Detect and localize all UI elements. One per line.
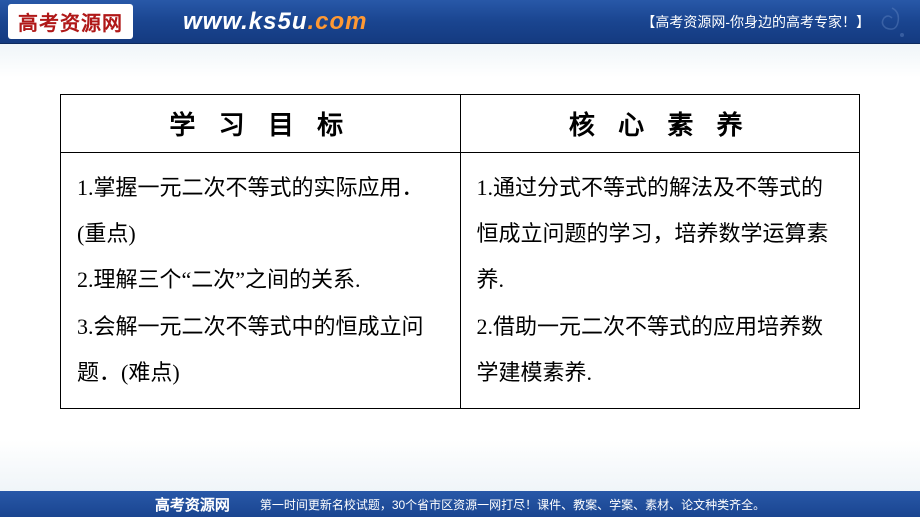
bottom-banner: 高考资源网 第一时间更新名校试题，30个省市区资源一网打尽！课件、教案、学案、素… [0, 491, 920, 517]
logo-box: 高考资源网 [8, 4, 133, 39]
url-suffix: .com [307, 8, 367, 35]
header-left: 学 习 目 标 [61, 95, 461, 153]
table-header-row: 学 习 目 标 核 心 素 养 [61, 95, 860, 153]
learning-table: 学 习 目 标 核 心 素 养 1.掌握一元二次不等式的实际应用．(重点) 2.… [60, 94, 860, 409]
cell-competencies: 1.通过分式不等式的解法及不等式的恒成立问题的学习，培养数学运算素养. 2.借助… [460, 153, 860, 409]
cell-objectives: 1.掌握一元二次不等式的实际应用．(重点) 2.理解三个“二次”之间的关系. 3… [61, 153, 461, 409]
table-row: 1.掌握一元二次不等式的实际应用．(重点) 2.理解三个“二次”之间的关系. 3… [61, 153, 860, 409]
tagline: 【高考资源网-你身边的高考专家！】 [641, 12, 870, 32]
header-right: 核 心 素 养 [460, 95, 860, 153]
logo-text: 高考资源网 [18, 13, 123, 35]
swirl-decoration-icon [872, 0, 912, 44]
url-text: www.ks5u.com [183, 8, 368, 36]
top-banner: 高考资源网 www.ks5u.com 【高考资源网-你身边的高考专家！】 [0, 0, 920, 44]
content-area: 学 习 目 标 核 心 素 养 1.掌握一元二次不等式的实际应用．(重点) 2.… [0, 44, 920, 409]
footer-text: 第一时间更新名校试题，30个省市区资源一网打尽！课件、教案、学案、素材、论文种类… [260, 496, 765, 513]
footer-logo: 高考资源网 [155, 494, 230, 515]
url-prefix: www.ks5u [183, 8, 307, 35]
